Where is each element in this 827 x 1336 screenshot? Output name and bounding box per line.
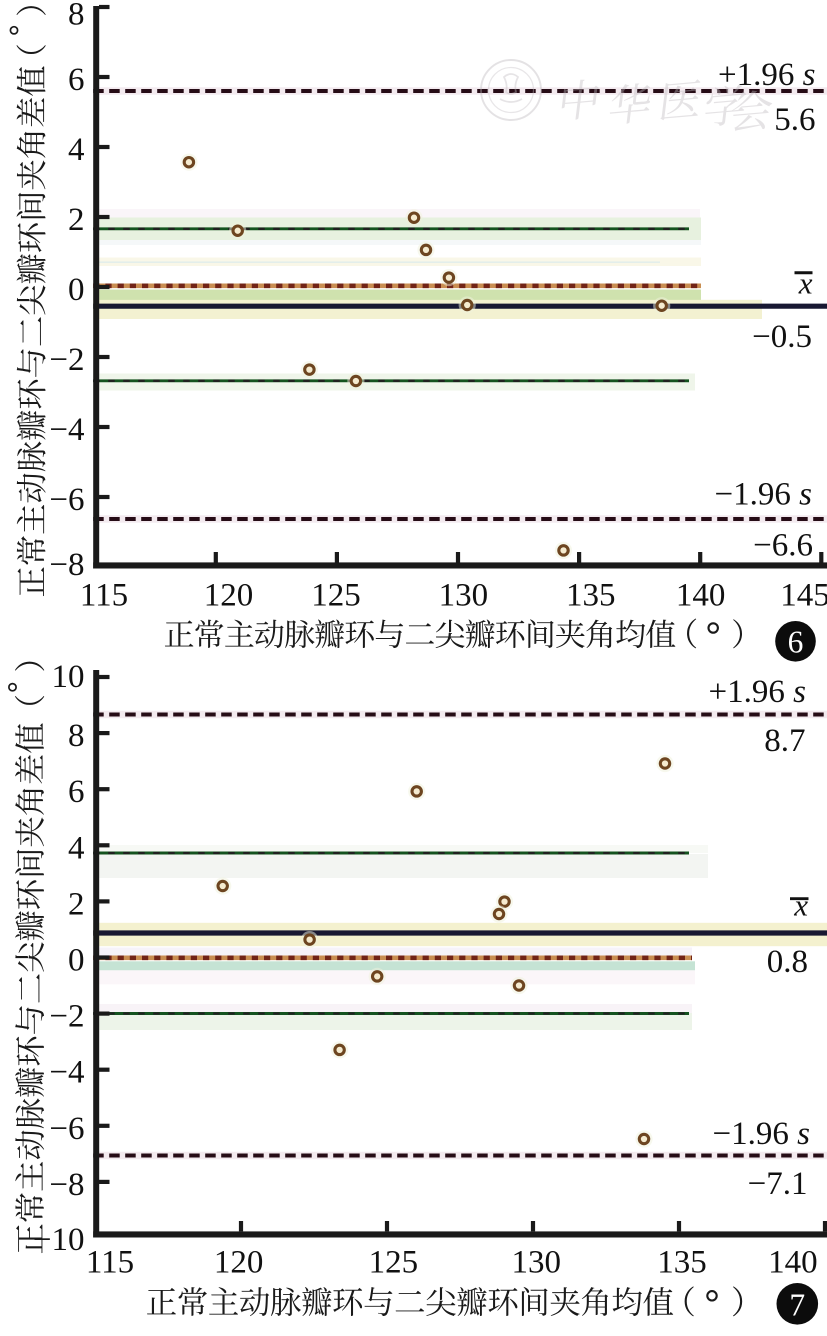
svg-text:135: 135 (566, 578, 616, 614)
svg-text:10: 10 (52, 659, 85, 695)
svg-text:130: 130 (512, 1245, 562, 1281)
svg-text:0.8: 0.8 (767, 944, 808, 980)
svg-text:135: 135 (657, 1245, 707, 1281)
svg-text:120: 120 (204, 578, 254, 614)
svg-text:−1.96 s: −1.96 s (715, 477, 812, 513)
svg-text:140: 140 (768, 1245, 818, 1281)
svg-text:−6: −6 (49, 1111, 84, 1147)
svg-text:120: 120 (214, 1245, 264, 1281)
svg-text:−7.1: −7.1 (748, 1166, 808, 1202)
svg-text:x: x (793, 888, 808, 923)
svg-text:x: x (798, 266, 813, 301)
svg-text:125: 125 (369, 1245, 419, 1281)
svg-text:7: 7 (789, 1287, 805, 1322)
svg-text:−8: −8 (49, 547, 84, 583)
svg-text:−1.96 s: −1.96 s (713, 1116, 810, 1152)
svg-text:2: 2 (68, 202, 85, 238)
svg-text:−8: −8 (49, 1167, 84, 1203)
svg-text:−2: −2 (49, 342, 84, 378)
svg-text:6: 6 (788, 625, 804, 660)
svg-text:4: 4 (68, 830, 85, 866)
svg-text:2: 2 (68, 886, 85, 922)
svg-text:−0.5: −0.5 (752, 319, 812, 355)
svg-text:−4: −4 (49, 412, 84, 448)
svg-text:130: 130 (439, 578, 489, 614)
svg-text:145: 145 (780, 578, 827, 614)
svg-text:115: 115 (80, 578, 128, 614)
svg-text:0: 0 (68, 943, 85, 979)
svg-text:4: 4 (68, 132, 85, 168)
svg-text:−4: −4 (49, 1055, 84, 1091)
svg-text:6: 6 (68, 774, 85, 810)
svg-text:8: 8 (68, 718, 85, 754)
svg-text:115: 115 (86, 1245, 134, 1281)
svg-text:8.7: 8.7 (764, 723, 805, 759)
svg-text:+1.96 s: +1.96 s (718, 57, 815, 93)
svg-text:5.6: 5.6 (774, 102, 815, 138)
svg-text:+1.96 s: +1.96 s (709, 674, 806, 710)
svg-text:140: 140 (676, 578, 726, 614)
svg-text:−2: −2 (49, 999, 84, 1035)
svg-text:6: 6 (68, 62, 85, 98)
svg-text:125: 125 (311, 578, 361, 614)
svg-text:8: 8 (68, 0, 85, 33)
svg-text:−6: −6 (49, 482, 84, 518)
svg-text:−6.6: −6.6 (753, 528, 813, 564)
svg-text:0: 0 (68, 272, 85, 308)
